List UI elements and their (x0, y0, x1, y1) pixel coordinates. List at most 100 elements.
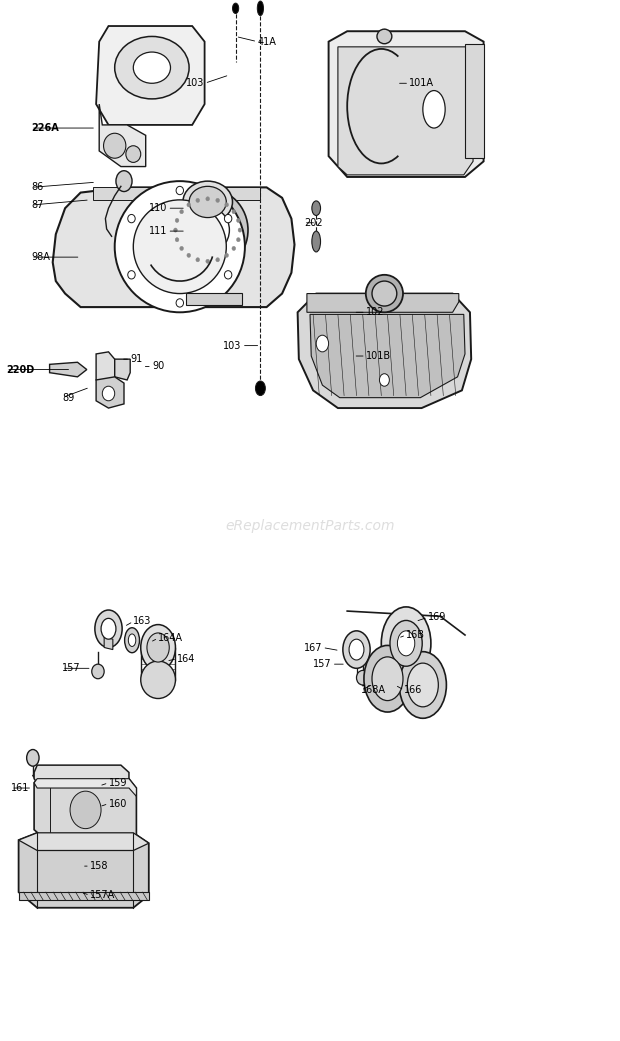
Ellipse shape (141, 661, 175, 699)
Ellipse shape (372, 657, 403, 701)
Ellipse shape (104, 133, 126, 158)
Text: 110: 110 (149, 203, 167, 213)
Ellipse shape (232, 209, 236, 213)
Ellipse shape (167, 188, 248, 272)
Polygon shape (50, 362, 87, 377)
Ellipse shape (116, 171, 132, 192)
Ellipse shape (189, 186, 226, 218)
Ellipse shape (372, 281, 397, 306)
Ellipse shape (423, 91, 445, 128)
Ellipse shape (236, 219, 240, 223)
Ellipse shape (175, 237, 179, 242)
Text: 160: 160 (108, 798, 127, 809)
Polygon shape (104, 637, 113, 650)
Text: 103: 103 (223, 340, 242, 351)
Ellipse shape (126, 146, 141, 162)
Text: 166: 166 (404, 685, 423, 695)
Polygon shape (96, 377, 124, 408)
Ellipse shape (343, 631, 370, 668)
Polygon shape (34, 779, 136, 843)
Ellipse shape (257, 1, 264, 16)
Ellipse shape (216, 258, 219, 262)
Ellipse shape (95, 610, 122, 648)
Text: 169: 169 (428, 612, 446, 623)
Polygon shape (34, 779, 136, 796)
Text: 111: 111 (149, 226, 167, 236)
Ellipse shape (390, 620, 422, 666)
Ellipse shape (225, 253, 229, 257)
Text: 102: 102 (366, 307, 384, 318)
Ellipse shape (232, 247, 236, 251)
Polygon shape (19, 833, 149, 850)
Text: 157A: 157A (90, 890, 115, 900)
Text: 101B: 101B (366, 351, 391, 361)
Ellipse shape (27, 750, 39, 766)
Text: 157: 157 (313, 659, 332, 669)
Ellipse shape (381, 607, 431, 680)
Ellipse shape (224, 214, 232, 223)
Text: eReplacementParts.com: eReplacementParts.com (225, 518, 395, 533)
Ellipse shape (206, 197, 210, 201)
Ellipse shape (349, 639, 364, 660)
Polygon shape (93, 187, 260, 200)
Ellipse shape (364, 645, 411, 712)
Ellipse shape (187, 203, 190, 207)
Ellipse shape (133, 200, 226, 294)
Text: 158: 158 (90, 861, 108, 871)
Text: 98A: 98A (31, 252, 50, 262)
Ellipse shape (379, 374, 389, 386)
Text: 86: 86 (31, 182, 43, 193)
Ellipse shape (206, 259, 210, 263)
Text: 157: 157 (62, 663, 81, 674)
Ellipse shape (183, 181, 232, 223)
Text: 101A: 101A (409, 78, 434, 88)
Polygon shape (298, 294, 471, 408)
Text: 167: 167 (304, 642, 322, 653)
Ellipse shape (312, 201, 321, 215)
Ellipse shape (399, 652, 446, 718)
Ellipse shape (316, 335, 329, 352)
Ellipse shape (141, 625, 175, 670)
Ellipse shape (238, 228, 242, 232)
Ellipse shape (128, 214, 135, 223)
Ellipse shape (133, 52, 171, 83)
Text: 103: 103 (186, 78, 205, 88)
Text: 168A: 168A (361, 685, 386, 695)
Ellipse shape (102, 386, 115, 401)
Polygon shape (19, 833, 149, 908)
Text: 90: 90 (152, 361, 164, 372)
Text: 164A: 164A (158, 633, 183, 643)
Ellipse shape (92, 664, 104, 679)
Ellipse shape (216, 198, 219, 202)
Ellipse shape (101, 618, 116, 639)
Ellipse shape (174, 228, 177, 232)
Ellipse shape (377, 29, 392, 44)
Ellipse shape (196, 258, 200, 262)
Polygon shape (329, 31, 484, 177)
Text: 220D: 220D (6, 364, 35, 375)
Ellipse shape (186, 207, 229, 253)
Ellipse shape (397, 631, 415, 656)
Polygon shape (338, 47, 473, 175)
Ellipse shape (407, 663, 438, 707)
Text: 89: 89 (62, 392, 74, 403)
Ellipse shape (232, 3, 239, 14)
Text: 164: 164 (177, 654, 195, 664)
Polygon shape (34, 765, 129, 783)
Ellipse shape (175, 219, 179, 223)
Text: 202: 202 (304, 218, 322, 228)
Polygon shape (307, 294, 459, 312)
Ellipse shape (366, 275, 403, 312)
Ellipse shape (312, 231, 321, 252)
Polygon shape (310, 314, 465, 398)
Ellipse shape (176, 186, 184, 195)
Polygon shape (19, 892, 149, 900)
Text: 159: 159 (108, 778, 127, 788)
Ellipse shape (115, 181, 245, 312)
Text: 91: 91 (130, 354, 143, 364)
Ellipse shape (176, 299, 184, 307)
Text: 163: 163 (133, 616, 152, 627)
Text: 16B: 16B (406, 630, 425, 640)
Ellipse shape (128, 271, 135, 279)
Bar (186, 293, 242, 305)
